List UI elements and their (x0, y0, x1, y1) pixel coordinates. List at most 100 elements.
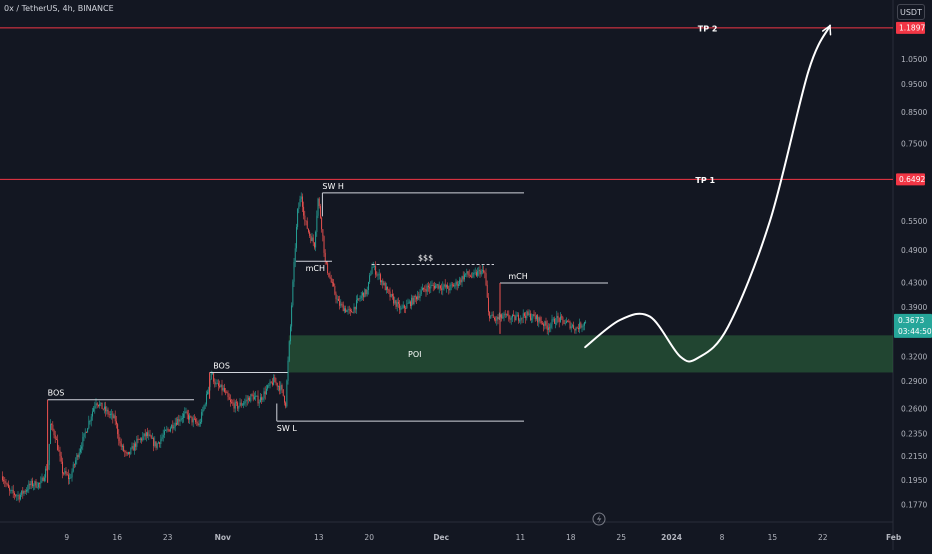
candle-body (252, 394, 254, 400)
price-tick-label: 0.3200 (901, 352, 927, 361)
candle-body (300, 196, 302, 200)
candle-body (268, 385, 270, 387)
symbol-title[interactable]: 0x / TetherUS, 4h, BINANCE (4, 4, 114, 13)
candle-body (376, 274, 378, 276)
candle-body (111, 413, 113, 415)
candle-body (188, 414, 189, 420)
candle-body (478, 269, 480, 272)
candle-body (185, 411, 187, 413)
candle-body (254, 396, 255, 400)
candle-body (495, 319, 497, 321)
candle-body (262, 398, 264, 400)
candle-body (114, 415, 116, 422)
candle-body (485, 273, 487, 285)
candle-body (471, 276, 473, 278)
time-axis[interactable]: 9 16 23 Nov 13 20 Dec 11 18 25 2024 8 15 22 Feb (64, 533, 901, 542)
candle-body (377, 274, 379, 276)
candle-body (42, 477, 44, 481)
tp2-price-badge-bg (896, 21, 925, 34)
candle-body (375, 266, 377, 275)
time-tick-label: 13 (314, 533, 324, 542)
candle-body (12, 489, 14, 493)
candle-body (40, 481, 42, 484)
candle-body (45, 468, 47, 478)
candle-body (183, 413, 185, 418)
projection-arrowhead-icon (821, 24, 832, 36)
candle-body (555, 323, 557, 325)
candle-body (134, 443, 135, 451)
candle-body (406, 303, 408, 309)
candle-body (580, 322, 582, 328)
current-price-value: 0.3673 (898, 316, 924, 325)
price-tick-label: 0.1950 (901, 476, 927, 485)
currency-button[interactable]: USDT (897, 4, 925, 20)
candle-body (242, 404, 243, 406)
candle-body (35, 481, 37, 488)
candle-body (238, 406, 240, 409)
candle-body (224, 388, 225, 392)
candle-body (191, 416, 193, 423)
candle-body (136, 438, 138, 447)
candlestick-series (2, 192, 587, 503)
candle-body (48, 443, 50, 466)
candle-body (538, 317, 540, 323)
candle-body (470, 275, 471, 277)
candle-body (573, 325, 575, 329)
lightning-icon[interactable] (592, 512, 606, 526)
candle-body (365, 289, 367, 295)
candle-body (204, 404, 206, 406)
poi-label: POI (408, 350, 421, 359)
candle-body (329, 276, 331, 279)
candle-body (156, 443, 158, 448)
candle-body (118, 434, 120, 442)
candle-body (428, 285, 429, 288)
candle-body (74, 464, 75, 466)
candle-body (5, 482, 7, 484)
candle-body (166, 429, 168, 431)
candle-body (525, 315, 527, 319)
price-scale-panel[interactable] (893, 0, 932, 550)
candle-body (311, 237, 313, 241)
projection-path[interactable] (584, 24, 831, 363)
price-axis[interactable]: 1.0500 0.9500 0.8500 0.7500 0.5500 0.4900 0.43… (901, 55, 927, 509)
poi-zone[interactable] (288, 335, 893, 373)
candle-body (108, 414, 110, 416)
candle-body (90, 416, 92, 421)
candle-body (582, 325, 584, 327)
candle-body (11, 489, 13, 491)
candle-body (526, 311, 528, 319)
price-tick-label: 0.2350 (901, 430, 927, 439)
candle-body (468, 274, 470, 276)
candle-body (266, 388, 267, 395)
candle-body (17, 495, 19, 496)
candle-body (435, 285, 437, 289)
candle-body (21, 490, 23, 495)
candle-body (128, 451, 129, 455)
candle-body (345, 308, 347, 313)
candle-body (60, 456, 62, 462)
candle-body (293, 262, 295, 282)
candle-body (557, 315, 559, 319)
candle-body (81, 446, 83, 449)
candle-body (424, 289, 426, 291)
candle-body (509, 318, 511, 320)
candle-body (372, 266, 374, 268)
candle-body (146, 432, 147, 437)
candle-body (280, 385, 282, 391)
candle-body (448, 288, 450, 291)
candle-body (466, 271, 468, 274)
candle-body (226, 391, 228, 394)
candle-body (214, 381, 216, 385)
candle-body (317, 198, 319, 216)
candle-body (334, 286, 336, 294)
candle-body (95, 403, 97, 407)
candle-body (483, 270, 485, 273)
candle-body (260, 397, 261, 403)
candle-body (351, 310, 353, 313)
candle-body (387, 286, 389, 290)
candle-body (431, 285, 433, 286)
candle-body (369, 275, 371, 283)
candle-body (66, 474, 68, 476)
